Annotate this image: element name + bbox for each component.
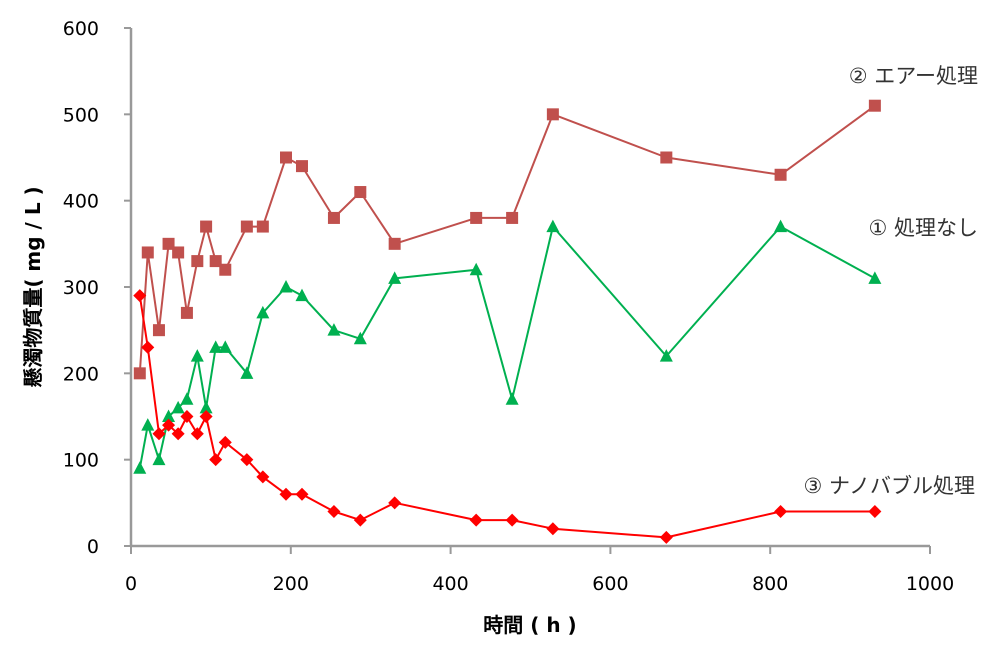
diamond-marker: [199, 410, 213, 423]
x-tick-label: 600: [592, 573, 628, 595]
square-marker: [180, 306, 193, 319]
diamond-marker: [240, 453, 254, 467]
x-tick-label: 400: [432, 573, 468, 595]
y-tick-label: 400: [63, 191, 99, 213]
diamond-marker: [505, 513, 519, 527]
square-marker: [868, 99, 881, 112]
triangle-marker: [218, 340, 232, 353]
triangle-marker: [546, 219, 560, 233]
diamond-marker: [141, 340, 155, 354]
axes: [124, 27, 931, 554]
x-tick-label: 1000: [906, 573, 954, 595]
diamond-marker: [180, 410, 194, 423]
triangle-marker: [353, 331, 367, 345]
y-tick-label: 200: [63, 363, 99, 385]
series-layer: [133, 99, 882, 544]
triangle-marker: [388, 271, 402, 284]
triangle-marker: [659, 349, 673, 362]
triangle-marker: [141, 418, 155, 431]
square-marker: [388, 237, 401, 250]
square-marker: [295, 160, 308, 173]
triangle-marker: [295, 288, 309, 302]
series-label-nanobubble: ③ ナノバブル処理: [804, 474, 975, 498]
diamond-marker: [162, 418, 176, 432]
triangle-marker: [162, 409, 176, 422]
diamond-marker: [190, 427, 204, 441]
diamond-marker: [218, 435, 232, 449]
square-marker: [470, 211, 483, 224]
triangle-marker: [180, 392, 194, 405]
triangle-marker: [133, 461, 147, 474]
triangle-marker: [469, 262, 483, 276]
diamond-marker: [152, 427, 166, 441]
series-square: [133, 99, 881, 380]
triangle-marker: [868, 271, 882, 284]
triangle-marker: [171, 400, 185, 414]
square-marker: [191, 255, 204, 268]
square-marker: [200, 220, 213, 233]
diamond-marker: [659, 530, 673, 544]
triangle-marker: [505, 392, 519, 405]
y-tick-label: 100: [63, 450, 99, 472]
diamond-marker: [546, 522, 560, 536]
square-marker: [546, 108, 559, 121]
tick-labels: 0 100 200 300 400 500 600 0 200 400 600 800 1000: [63, 18, 954, 595]
series-line: [138, 104, 876, 374]
triangle-marker: [327, 323, 341, 336]
diamond-marker: [256, 470, 270, 484]
diamond-marker: [171, 427, 185, 441]
square-marker: [280, 151, 293, 164]
series-triangle: [133, 219, 882, 474]
triangle-marker: [256, 305, 270, 319]
y-tick-label: 0: [87, 536, 99, 558]
diamond-marker: [279, 487, 293, 501]
y-axis-title: 懸濁物質量( mg / L ): [21, 186, 45, 387]
square-marker: [240, 220, 253, 233]
x-axis-title: 時間 ( h ): [483, 613, 576, 637]
triangle-marker: [240, 366, 254, 379]
triangle-marker: [209, 340, 223, 353]
diamond-marker: [469, 513, 483, 527]
diamond-marker: [327, 504, 341, 518]
square-marker: [256, 220, 269, 233]
square-marker: [172, 246, 185, 259]
x-tick-label: 800: [752, 573, 788, 595]
triangle-marker: [774, 219, 788, 233]
square-marker: [133, 367, 146, 380]
square-marker: [660, 151, 673, 164]
diamond-marker: [388, 496, 402, 510]
series-diamond: [133, 289, 882, 544]
triangle-marker: [152, 452, 166, 466]
diamond-marker: [868, 504, 882, 518]
diamond-marker: [133, 289, 147, 303]
series-line: [138, 225, 876, 469]
y-tick-label: 500: [63, 104, 99, 126]
square-marker: [152, 324, 165, 337]
x-tick-label: 200: [273, 573, 309, 595]
square-marker: [354, 186, 367, 199]
square-marker: [209, 255, 222, 268]
series-label-none: ① 処理なし: [868, 216, 978, 240]
y-tick-label: 600: [63, 18, 99, 40]
square-marker: [327, 211, 340, 224]
y-tick-label: 300: [63, 277, 99, 299]
square-marker: [141, 246, 154, 259]
x-tick-label: 0: [125, 573, 137, 595]
square-marker: [219, 263, 232, 276]
triangle-marker: [199, 400, 213, 414]
square-marker: [774, 168, 787, 181]
diamond-marker: [353, 513, 367, 527]
triangle-marker: [279, 280, 293, 293]
square-marker: [506, 211, 519, 224]
series-label-air: ② エアー処理: [849, 64, 978, 88]
square-marker: [162, 237, 175, 250]
diamond-marker: [774, 504, 788, 518]
diamond-marker: [209, 453, 223, 467]
triangle-marker: [190, 349, 204, 362]
diamond-marker: [295, 487, 309, 501]
series-line: [138, 295, 875, 539]
